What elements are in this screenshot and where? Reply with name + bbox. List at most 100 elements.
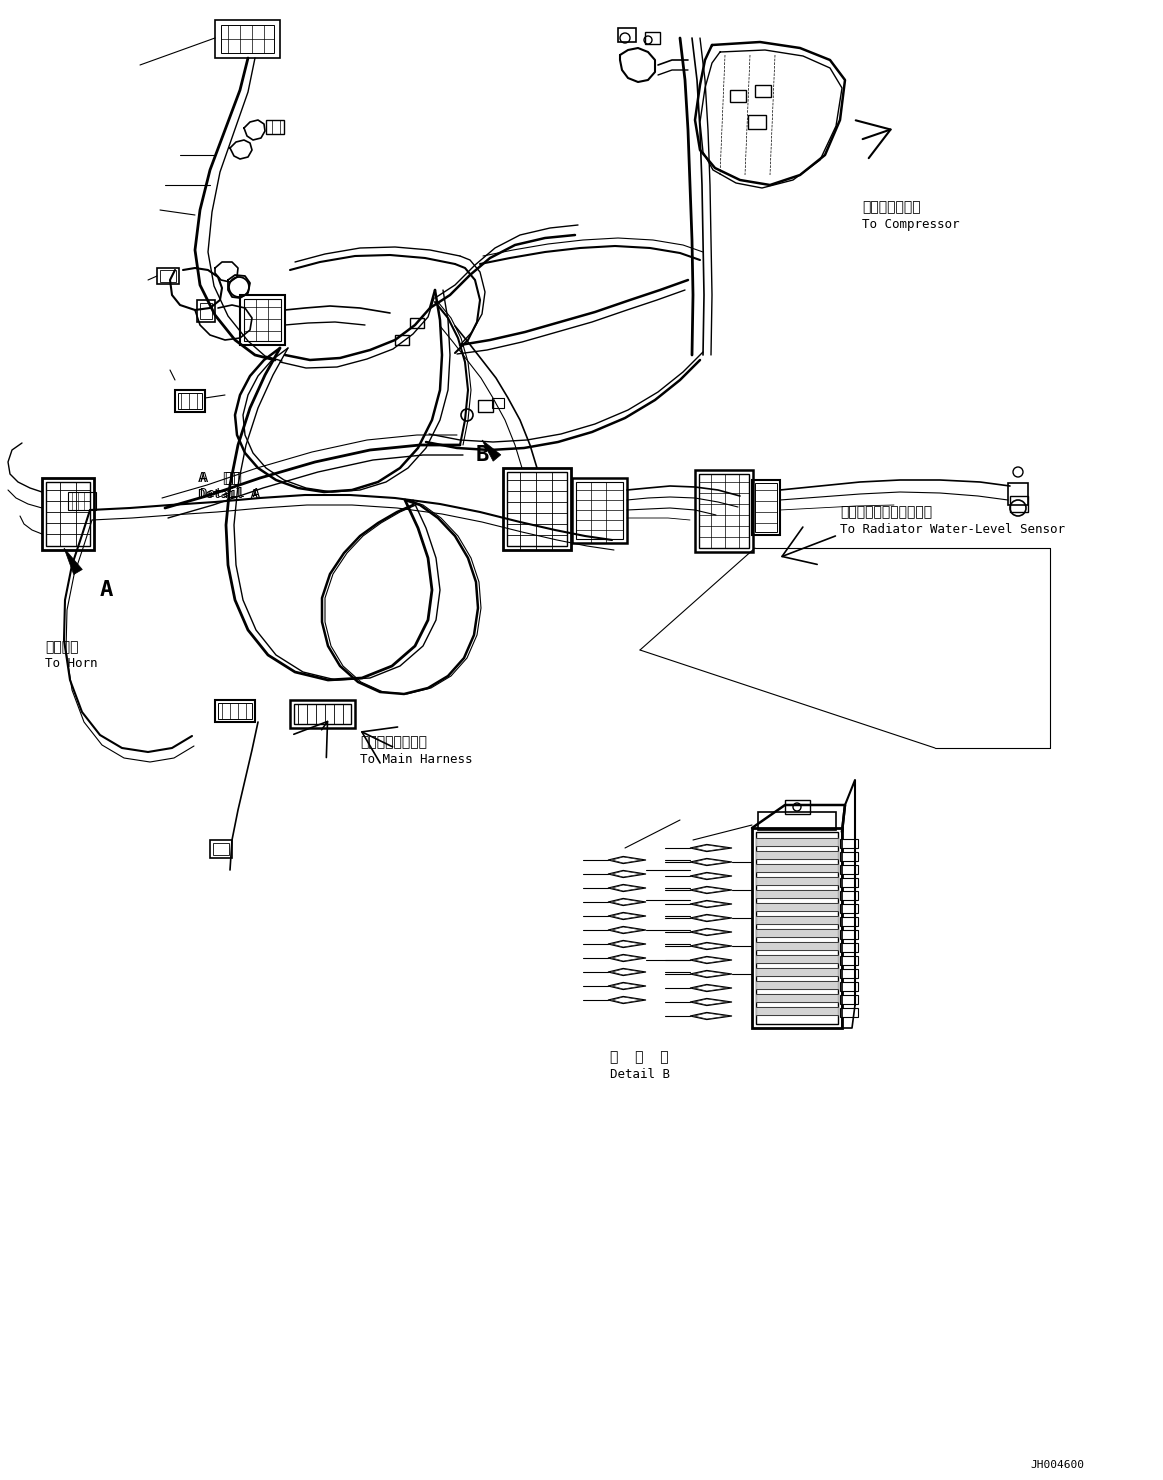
Polygon shape — [690, 858, 732, 866]
Bar — [618, 28, 636, 41]
Text: A: A — [100, 580, 113, 599]
Polygon shape — [690, 915, 732, 922]
Polygon shape — [608, 857, 645, 864]
Polygon shape — [608, 898, 645, 906]
Text: To Compressor: To Compressor — [862, 218, 959, 231]
Bar — [752, 480, 780, 534]
Bar — [572, 478, 627, 543]
Polygon shape — [694, 958, 728, 963]
Polygon shape — [756, 851, 839, 858]
Polygon shape — [612, 955, 642, 961]
Polygon shape — [694, 971, 728, 977]
Polygon shape — [756, 941, 839, 950]
Bar — [840, 891, 858, 900]
Bar — [507, 472, 568, 546]
Polygon shape — [756, 929, 839, 937]
Polygon shape — [756, 916, 839, 924]
Text: Detail A: Detail A — [200, 487, 261, 500]
Bar — [411, 318, 424, 329]
Bar — [47, 482, 90, 546]
Polygon shape — [690, 1012, 732, 1020]
Polygon shape — [608, 885, 645, 891]
Polygon shape — [481, 440, 501, 462]
Polygon shape — [690, 971, 732, 978]
Text: To Main Harness: To Main Harness — [361, 753, 472, 767]
Polygon shape — [756, 1006, 839, 1015]
Bar — [755, 482, 777, 531]
Polygon shape — [690, 999, 732, 1005]
Bar — [730, 90, 745, 102]
Polygon shape — [756, 968, 839, 975]
Polygon shape — [612, 983, 642, 989]
Text: ラジエータ水位センサへ: ラジエータ水位センサへ — [840, 505, 932, 519]
Bar — [492, 398, 504, 408]
Polygon shape — [612, 885, 642, 891]
Text: B: B — [476, 445, 490, 465]
Polygon shape — [612, 913, 642, 919]
Polygon shape — [694, 999, 728, 1005]
Polygon shape — [694, 887, 728, 892]
Polygon shape — [690, 956, 732, 963]
Text: To Radiator Water-Level Sensor: To Radiator Water-Level Sensor — [840, 522, 1065, 536]
Polygon shape — [608, 968, 645, 975]
Bar — [840, 983, 858, 992]
Bar — [840, 956, 858, 965]
Bar — [395, 334, 409, 345]
Polygon shape — [756, 981, 839, 989]
Bar — [67, 491, 97, 511]
Polygon shape — [612, 969, 642, 975]
Polygon shape — [756, 864, 839, 872]
Text: To Horn: To Horn — [45, 657, 98, 670]
Polygon shape — [694, 1012, 728, 1020]
Polygon shape — [690, 872, 732, 879]
Bar — [42, 478, 94, 551]
Bar — [213, 844, 229, 855]
Bar — [174, 391, 205, 411]
Bar — [178, 394, 202, 408]
Text: A  詳細: A 詳細 — [200, 471, 242, 484]
Bar — [840, 864, 858, 875]
Polygon shape — [694, 873, 728, 879]
Bar — [758, 813, 836, 830]
Polygon shape — [612, 857, 642, 863]
Text: コンプレッサへ: コンプレッサへ — [862, 200, 921, 215]
Bar — [840, 995, 858, 1003]
Bar — [785, 801, 809, 814]
Text: メインハーネスへ: メインハーネスへ — [361, 736, 427, 749]
Bar — [157, 268, 179, 284]
Bar — [290, 700, 355, 728]
Bar — [840, 878, 858, 887]
Bar — [840, 904, 858, 913]
Bar — [840, 969, 858, 978]
Bar — [576, 482, 623, 539]
Bar — [478, 400, 493, 411]
Polygon shape — [612, 998, 642, 1003]
Polygon shape — [608, 912, 645, 919]
Polygon shape — [690, 984, 732, 992]
Polygon shape — [756, 955, 839, 963]
Polygon shape — [608, 955, 645, 962]
Bar — [840, 839, 858, 848]
Polygon shape — [608, 926, 645, 934]
Text: JH004600: JH004600 — [1030, 1459, 1084, 1470]
Polygon shape — [612, 926, 642, 932]
Polygon shape — [690, 845, 732, 851]
Polygon shape — [756, 889, 839, 898]
Text: A  詳細: A 詳細 — [198, 471, 240, 484]
Bar — [240, 295, 285, 345]
Bar — [244, 299, 281, 340]
Polygon shape — [694, 943, 728, 949]
Polygon shape — [694, 901, 728, 907]
Bar — [695, 471, 752, 552]
Bar — [504, 468, 571, 551]
Bar — [755, 84, 771, 98]
Polygon shape — [690, 928, 732, 935]
Polygon shape — [608, 996, 645, 1003]
Bar — [294, 704, 351, 724]
Bar — [197, 300, 215, 323]
Bar — [645, 33, 659, 44]
Polygon shape — [756, 903, 839, 912]
Polygon shape — [694, 915, 728, 921]
Text: 日  詳  細: 日 詳 細 — [611, 1049, 669, 1064]
Polygon shape — [756, 838, 839, 847]
